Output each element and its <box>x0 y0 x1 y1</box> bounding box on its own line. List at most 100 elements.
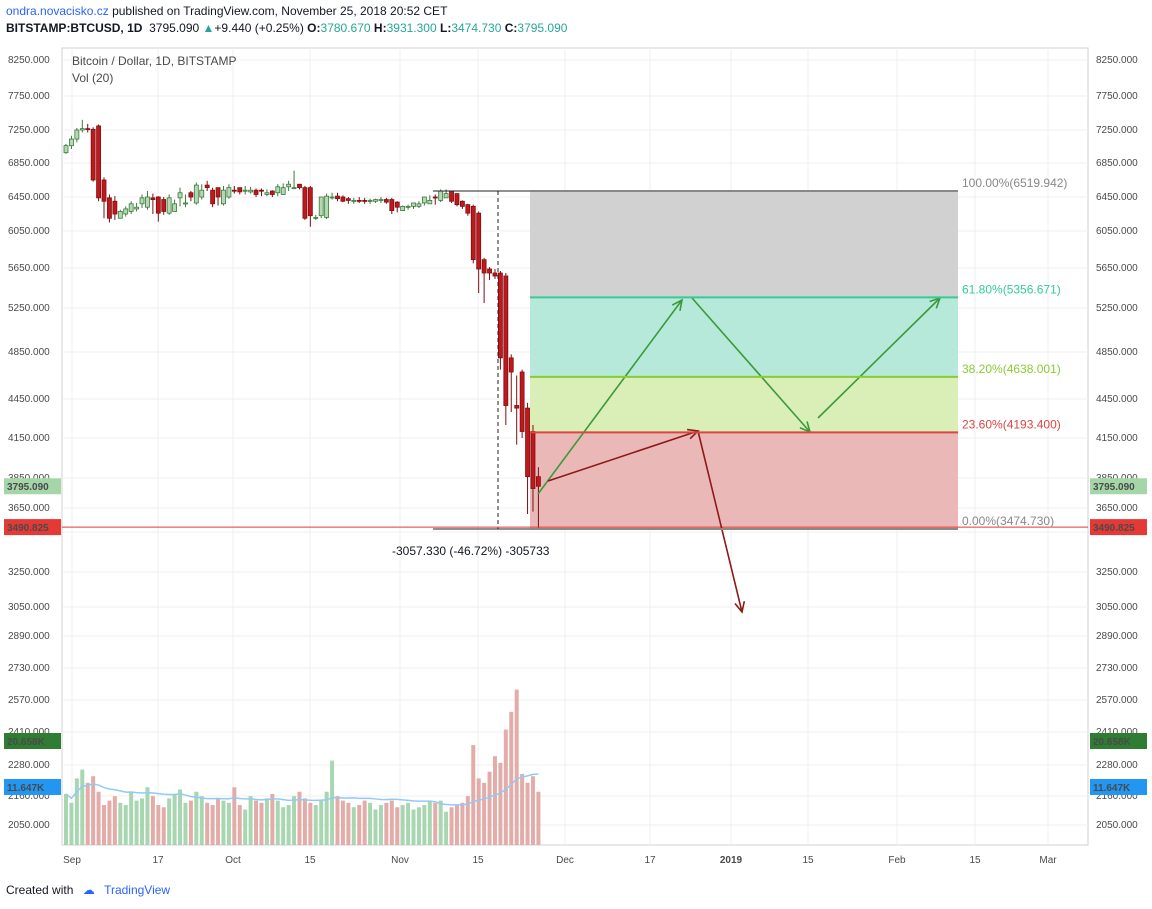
candle-body <box>530 431 536 489</box>
volume-bar <box>330 760 335 845</box>
candle-body <box>291 187 297 190</box>
volume-bar <box>400 805 405 845</box>
candle-body <box>161 199 167 212</box>
low-label: L: <box>440 21 452 35</box>
fib-zone <box>530 191 958 298</box>
price-tick-left: 2160.000 <box>8 791 50 802</box>
last-price-badge-left: 3795.090 <box>7 482 49 493</box>
volume-bar <box>172 793 177 845</box>
candle-body <box>324 195 330 218</box>
volume-bar <box>509 711 514 845</box>
candle-body <box>454 193 460 206</box>
volume-bar <box>156 805 161 845</box>
price-tick-right: 5650.000 <box>1096 263 1138 274</box>
candle-body <box>172 203 178 212</box>
volume-bar <box>449 807 454 845</box>
author-link[interactable]: ondra.novacisko.cz <box>6 4 109 18</box>
volume-bar <box>118 802 123 845</box>
price-tick-left: 4150.000 <box>8 433 50 444</box>
price-tick-right: 6850.000 <box>1096 158 1138 169</box>
volume-bar <box>150 796 155 845</box>
volume-bar <box>194 791 199 845</box>
candle-body <box>242 189 248 192</box>
volume-bar <box>254 800 259 845</box>
price-tick-right: 7250.000 <box>1096 125 1138 136</box>
candle-body <box>139 197 145 205</box>
legend-title: Bitcoin / Dollar, 1D, BITSTAMP <box>72 54 237 68</box>
price-tick-right: 2050.000 <box>1096 820 1138 831</box>
last-price: 3795.090 <box>149 21 200 35</box>
candle-body <box>362 199 368 202</box>
price-tick-left: 2280.000 <box>8 760 50 771</box>
candle-body <box>400 205 406 212</box>
volume-bar <box>454 805 459 845</box>
candle-body <box>340 196 346 202</box>
volume-bar <box>102 805 107 845</box>
volume-bar <box>64 793 68 845</box>
last-price-badge-left-bg <box>4 478 61 495</box>
candle-body <box>416 203 422 207</box>
volume-bar <box>183 802 188 845</box>
volume-bar <box>248 796 253 845</box>
volume-bar <box>324 791 329 845</box>
price-chart[interactable]: 100.00%(6519.942) 61.80%(5356.671) 38.20%(… <box>0 40 1152 878</box>
candle-body <box>470 205 476 261</box>
candle-body <box>411 202 416 207</box>
price-tick-right: 4150.000 <box>1096 433 1138 444</box>
candle-body <box>459 200 465 207</box>
footer: Created with ☁ TradingView <box>6 883 170 897</box>
volume-bars <box>64 689 541 845</box>
candle-body <box>96 125 101 199</box>
candle-body <box>351 199 357 202</box>
fib-label: 0.00%(3474.730) <box>962 514 1054 528</box>
candle-body <box>497 272 503 359</box>
candle-body <box>221 189 226 205</box>
candle-body <box>367 199 373 202</box>
price-tick-right: 2570.000 <box>1096 695 1138 706</box>
volume-badge-right: 20.658K <box>1093 737 1132 748</box>
candle-body <box>231 189 237 192</box>
volume-bar <box>514 689 519 845</box>
crosshair-badge-right-bg <box>1090 519 1147 536</box>
plot-frame <box>61 47 1089 846</box>
volume-bar <box>373 809 378 845</box>
volume-bar <box>411 809 416 845</box>
candle-body <box>280 187 286 195</box>
price-tick-right: 8250.000 <box>1096 55 1138 66</box>
volume-bar <box>378 805 383 845</box>
volume-bar <box>357 805 362 845</box>
legend-vol: Vol (20) <box>72 71 113 85</box>
fib-zone <box>530 432 958 530</box>
x-tick-label: Mar <box>1039 855 1057 866</box>
candle-body <box>155 196 161 214</box>
price-tick-left: 5650.000 <box>8 263 50 274</box>
vol-ma-badge-left-bg <box>4 779 61 795</box>
candle-body <box>373 199 378 202</box>
crosshair-badge-left-bg <box>4 519 61 536</box>
price-tick-left: 5250.000 <box>8 303 50 314</box>
candle-body <box>487 268 492 274</box>
candle-body <box>427 199 433 205</box>
candle-body <box>286 183 292 188</box>
x-tick-label: 17 <box>152 855 164 866</box>
candle-body <box>237 187 243 193</box>
last-price-badge-right: 3795.090 <box>1093 482 1135 493</box>
price-tick-left: 2890.000 <box>8 631 50 642</box>
drawings <box>62 190 1088 614</box>
price-tick-right: 2280.000 <box>1096 760 1138 771</box>
price-tick-left: 4850.000 <box>8 347 50 358</box>
candle-body <box>112 200 118 215</box>
tradingview-brand[interactable]: TradingView <box>104 883 171 897</box>
volume-bar <box>520 773 525 845</box>
volume-bar <box>302 798 307 845</box>
volume-bar <box>368 802 373 845</box>
price-tick-left: 3250.000 <box>8 567 50 578</box>
candle-body <box>356 199 362 202</box>
price-tick-right: 3250.000 <box>1096 567 1138 578</box>
volume-bar <box>167 798 172 845</box>
candle-body <box>259 189 264 192</box>
volume-bar <box>530 776 535 845</box>
volume-bar <box>275 800 280 845</box>
volume-bar <box>237 805 242 845</box>
volume-bar <box>129 791 134 845</box>
